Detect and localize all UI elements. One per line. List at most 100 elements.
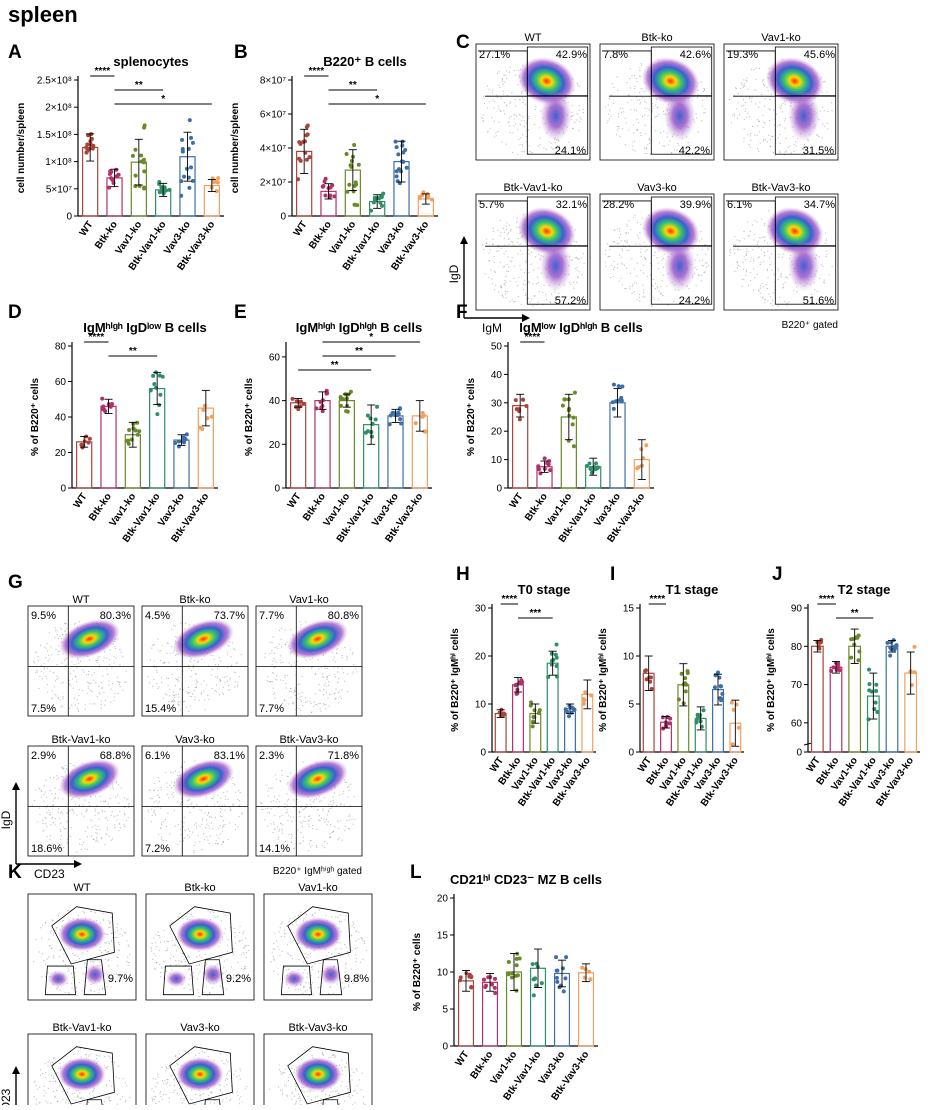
event-dot [267,680,268,681]
event-dot [769,120,770,121]
event-dot [677,143,678,144]
event-dot [487,131,488,132]
data-point [324,177,328,181]
event-dot [268,788,269,789]
event-dot [99,656,100,657]
event-dot [821,264,822,265]
event-dot [224,677,225,678]
event-dot [175,770,176,771]
event-dot [826,250,827,251]
event-dot [320,708,321,709]
event-dot [517,218,518,219]
event-dot [749,116,750,117]
event-dot [52,690,53,691]
event-dot [737,261,738,262]
event-dot [34,662,35,663]
y-tick-label: 6×10⁷ [260,110,287,121]
event-dot [528,249,529,250]
event-dot [528,118,529,119]
event-dot [649,138,650,139]
event-dot [38,688,39,689]
event-dot [107,827,108,828]
event-dot [224,805,225,806]
event-dot [525,295,526,296]
event-dot [643,292,644,293]
event-dot [674,149,675,150]
event-dot [636,276,637,277]
gate-percent: 7.7% [259,703,284,715]
event-dot [160,650,161,651]
data-point [380,195,384,199]
data-point [514,974,518,978]
event-dot [201,692,202,693]
data-point [314,406,318,410]
event-dot [58,678,59,679]
event-dot [126,670,127,671]
event-dot [124,807,125,808]
gate-percent: 42.6% [680,49,711,61]
event-dot [272,636,273,637]
event-dot [348,790,349,791]
event-dot [278,946,279,947]
event-dot [39,788,40,789]
event-dot [60,699,61,700]
event-dot [613,87,614,88]
event-dot [312,914,313,915]
event-dot [334,657,335,658]
event-dot [178,705,179,706]
significance-label: **** [89,332,105,343]
event-dot [158,834,159,835]
event-dot [575,257,576,258]
event-dot [303,840,304,841]
event-dot [126,961,127,962]
event-dot [577,270,578,271]
event-dot [290,688,291,689]
event-dot [227,654,228,655]
data-point [372,200,376,204]
event-dot [737,102,738,103]
event-dot [570,284,571,285]
event-dot [514,114,515,115]
event-dot [337,820,338,821]
event-dot [335,689,336,690]
event-dot [223,826,224,827]
event-dot [292,703,293,704]
event-dot [69,708,70,709]
flow-plot-title: WT [73,882,90,894]
gate-percent: 7.7% [259,610,284,622]
data-point [191,141,195,145]
event-dot [44,646,45,647]
event-dot [302,692,303,693]
event-dot [640,251,641,252]
event-dot [233,648,234,649]
event-dot [639,300,640,301]
event-dot [617,243,618,244]
event-dot [148,810,149,811]
event-dot [168,662,169,663]
event-dot [576,257,577,258]
event-dot [151,647,152,648]
event-dot [83,911,84,912]
event-dot [314,963,315,964]
event-dot [519,244,520,245]
event-dot [67,770,68,771]
event-dot [519,144,520,145]
data-point [885,641,889,645]
event-dot [227,667,228,668]
event-dot [162,840,163,841]
event-dot [312,982,313,983]
event-dot [74,955,75,956]
event-dot [72,953,73,954]
event-dot [108,927,109,928]
event-dot [763,122,764,123]
event-dot [619,237,620,238]
event-dot [618,128,619,129]
flow-plot-title: Btk-ko [641,32,672,44]
event-dot [505,282,506,283]
event-dot [293,807,294,808]
event-dot [103,692,104,693]
event-dot [87,827,88,828]
event-dot [155,814,156,815]
event-dot [233,948,234,949]
